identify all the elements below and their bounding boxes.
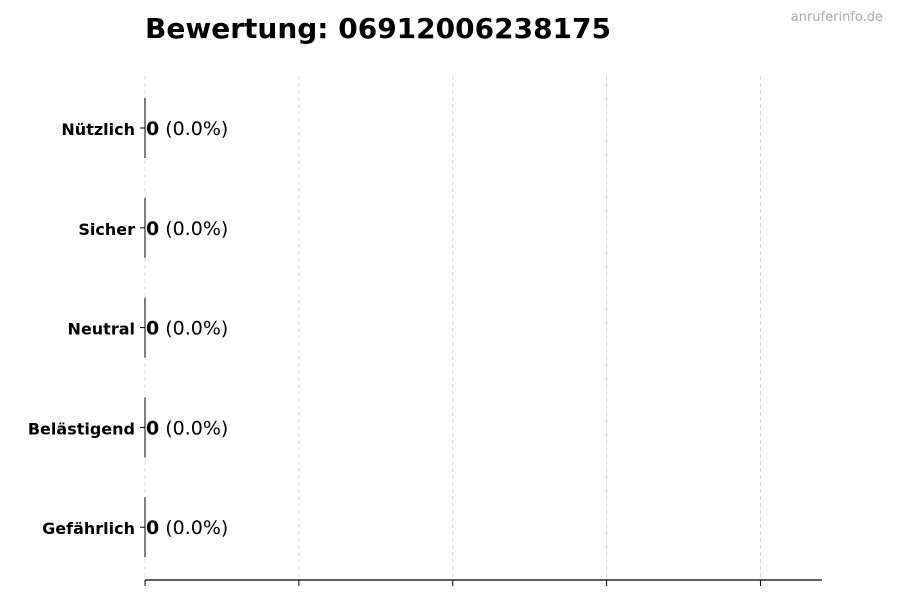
data-label-count: 0	[146, 218, 159, 240]
category-label: Gefährlich	[42, 519, 135, 538]
data-label-percent: (0.0%)	[165, 517, 228, 539]
data-label: 0 (0.0%)	[146, 118, 228, 140]
data-label: 0 (0.0%)	[146, 318, 228, 340]
category-label: Nützlich	[61, 120, 135, 139]
data-label-percent: (0.0%)	[165, 118, 228, 140]
category-label: Neutral	[68, 320, 135, 339]
data-label-count: 0	[146, 417, 159, 439]
category-label: Sicher	[78, 220, 135, 239]
data-label: 0 (0.0%)	[146, 517, 228, 539]
data-label: 0 (0.0%)	[146, 417, 228, 439]
watermark: anruferinfo.de	[790, 10, 883, 25]
chart-title: Bewertung: 06912006238175	[145, 12, 611, 45]
data-label: 0 (0.0%)	[146, 218, 228, 240]
data-label-percent: (0.0%)	[165, 218, 228, 240]
data-label-percent: (0.0%)	[165, 417, 228, 439]
data-label-count: 0	[146, 318, 159, 340]
data-label-count: 0	[146, 118, 159, 140]
data-label-count: 0	[146, 517, 159, 539]
data-label-percent: (0.0%)	[165, 318, 228, 340]
category-label: Belästigend	[28, 419, 135, 438]
